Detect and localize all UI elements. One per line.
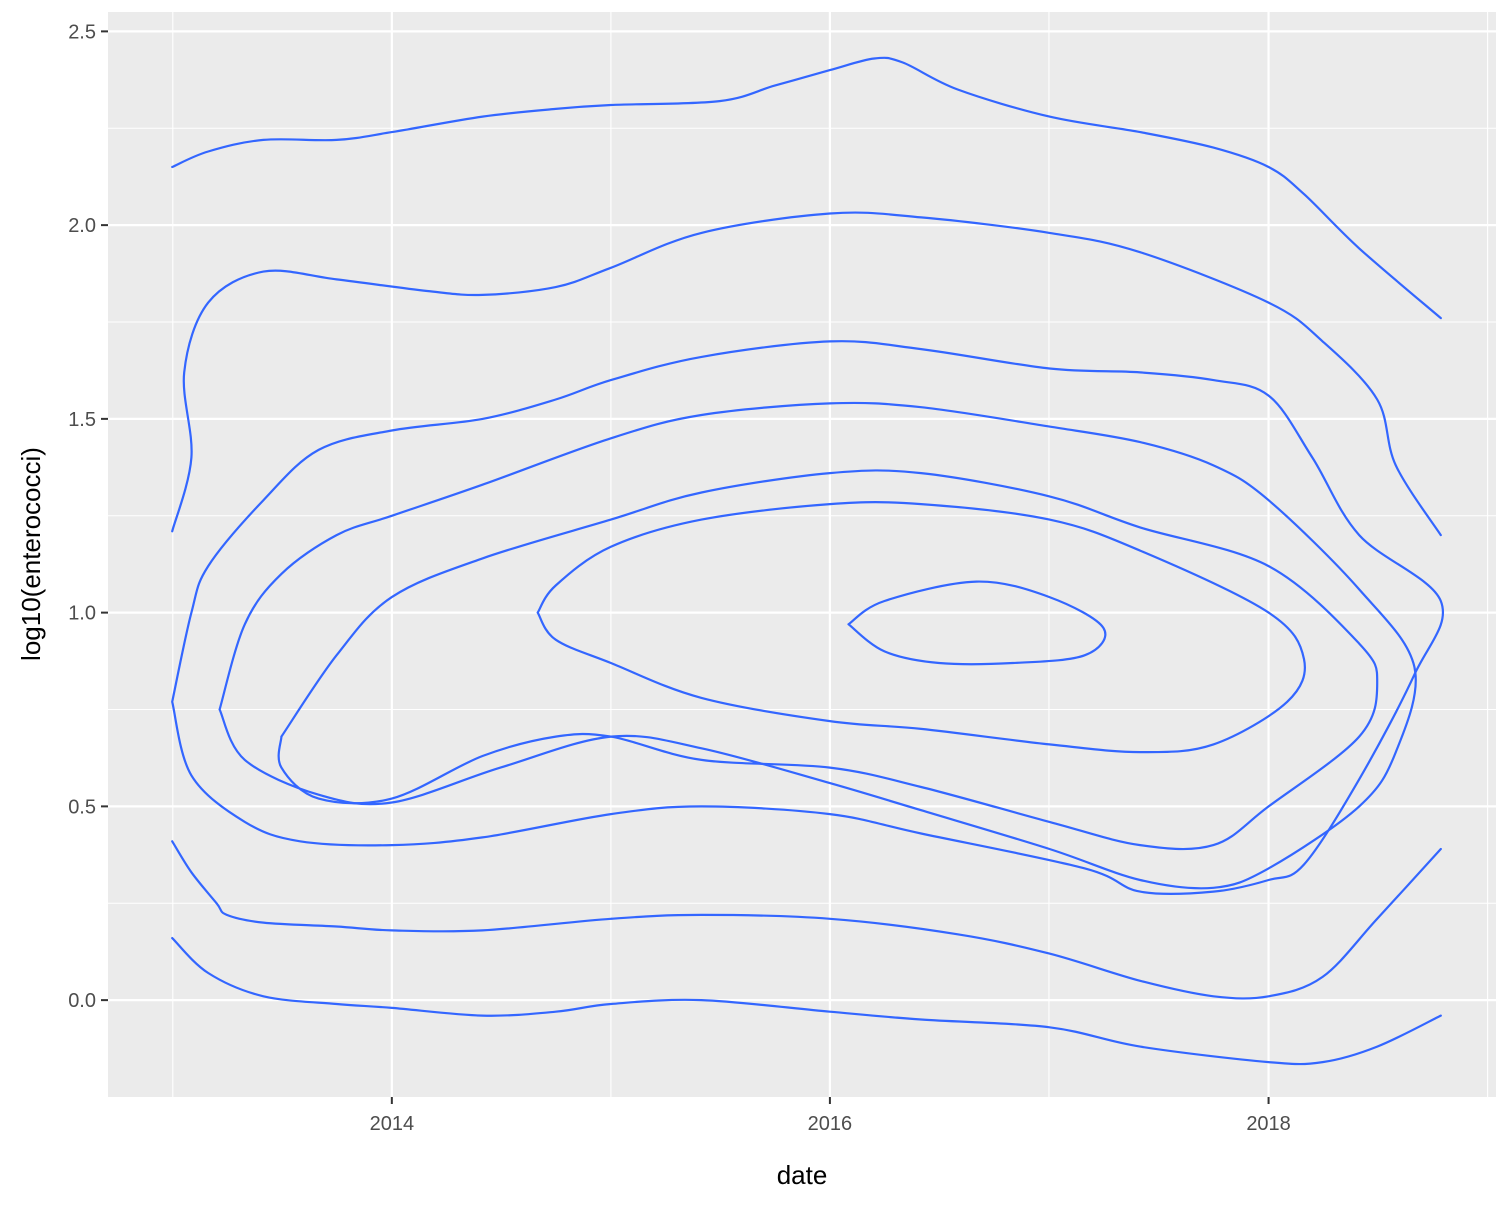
contour-line-2 — [171, 211, 1442, 537]
contour-line-5 — [171, 340, 1444, 895]
x-axis-title: date — [777, 1160, 828, 1190]
contour-line-9 — [847, 580, 1107, 666]
contour-line-7 — [277, 469, 1379, 851]
contour-lines — [171, 56, 1444, 1066]
y-tick-label: 2.0 — [68, 215, 96, 237]
y-tick-label: 1.5 — [68, 409, 96, 431]
y-tick-label: 0.5 — [68, 796, 96, 818]
contour-line-3 — [171, 840, 1442, 1000]
contour-line-4 — [171, 937, 1442, 1066]
contour-line-1 — [171, 56, 1442, 320]
grid-lines — [108, 12, 1496, 1097]
y-axis-title: log10(enterococci) — [16, 447, 46, 661]
x-tick-label: 2014 — [370, 1113, 415, 1135]
y-tick-label: 1.0 — [68, 603, 96, 625]
x-tick-label: 2016 — [808, 1113, 853, 1135]
contour-line-8 — [536, 501, 1306, 754]
y-tick-label: 0.0 — [68, 990, 96, 1012]
y-tick-label: 2.5 — [68, 21, 96, 43]
x-tick-label: 2018 — [1246, 1113, 1291, 1135]
plot-panel — [108, 12, 1496, 1097]
axes: 2014 2016 2018 0.0 0.5 1.0 1.5 2.0 2.5 — [68, 21, 1291, 1135]
